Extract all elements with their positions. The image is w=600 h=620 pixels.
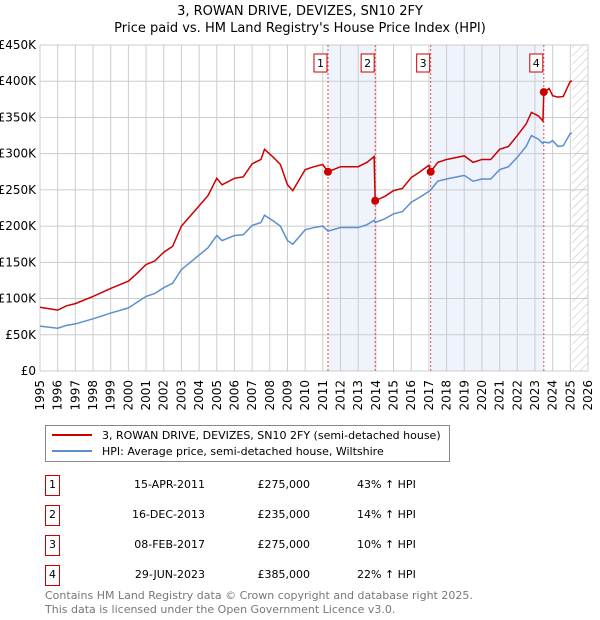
sale-label: 4 <box>533 57 540 70</box>
x-tick-label: 2004 <box>192 380 206 411</box>
sale-marker-badge: 2 <box>45 505 60 526</box>
chart-subtitle: Price paid vs. HM Land Registry's House … <box>114 21 486 36</box>
y-tick-label: £150K <box>0 255 37 269</box>
legend-label: 3, ROWAN DRIVE, DEVIZES, SN10 2FY (semi-… <box>102 428 441 442</box>
x-tick-label: 2009 <box>280 380 294 411</box>
footer-licence: This data is licensed under the Open Gov… <box>45 603 396 616</box>
legend: 3, ROWAN DRIVE, DEVIZES, SN10 2FY (semi-… <box>45 425 450 462</box>
x-tick-label: 2015 <box>387 380 401 411</box>
hpi-line <box>39 132 573 330</box>
x-tick-label: 2002 <box>157 380 171 411</box>
sale-marker-badge: 3 <box>45 535 60 556</box>
x-tick-label: 2022 <box>510 380 524 411</box>
x-tick-label: 2026 <box>581 380 595 411</box>
y-tick-label: £0 <box>21 364 36 378</box>
sale-marker-badge: 4 <box>45 565 60 586</box>
x-tick-label: 2010 <box>298 380 312 411</box>
x-tick-label: 2003 <box>174 380 188 411</box>
sale-label-box <box>529 53 544 73</box>
x-tick-label: 2017 <box>422 380 436 411</box>
x-tick-label: 1996 <box>51 380 65 411</box>
sale-price: £275,000 <box>257 538 311 551</box>
y-tick-label: £350K <box>0 110 37 124</box>
x-tick-label: 2024 <box>546 380 560 411</box>
sale-point <box>539 88 548 97</box>
sale-marker-badge: 1 <box>45 475 60 496</box>
x-tick-label: 1998 <box>86 380 100 411</box>
sale-point <box>371 196 380 205</box>
hpi-diff: 14% ↑ HPI <box>357 508 416 521</box>
x-tick-label: 2014 <box>369 380 383 411</box>
x-tick-label: 2000 <box>121 380 135 411</box>
x-tick-label: 2018 <box>440 380 454 411</box>
property-price-line <box>39 80 573 311</box>
y-tick-label: £100K <box>0 292 37 306</box>
sale-label-box <box>416 53 431 73</box>
x-tick-label: 2007 <box>245 380 259 411</box>
x-tick-label: 2025 <box>563 380 577 411</box>
x-tick-label: 2011 <box>316 380 330 411</box>
sale-label-box <box>360 53 375 73</box>
x-tick-label: 1995 <box>33 380 47 411</box>
y-tick-label: £450K <box>0 38 37 52</box>
sale-price: £275,000 <box>257 478 311 491</box>
legend-swatch-red <box>52 434 92 436</box>
x-tick-label: 2001 <box>139 380 153 411</box>
sale-label: 3 <box>420 57 427 70</box>
shaded-band <box>430 45 544 371</box>
footer-copyright: Contains HM Land Registry data © Crown c… <box>45 589 473 602</box>
sale-label: 2 <box>364 57 371 70</box>
x-tick-label: 2006 <box>227 380 241 411</box>
x-tick-label: 2019 <box>457 380 471 411</box>
sale-point <box>426 167 435 176</box>
x-tick-label: 2021 <box>493 380 507 411</box>
y-tick-label: £300K <box>0 147 37 161</box>
sale-date: 16-DEC-2013 <box>131 508 205 521</box>
y-tick-label: £400K <box>0 74 37 88</box>
x-tick-label: 2023 <box>528 380 542 411</box>
chart-title: 3, ROWAN DRIVE, DEVIZES, SN10 2FY <box>177 4 423 19</box>
sale-date: 15-APR-2011 <box>133 478 205 491</box>
x-tick-label: 2020 <box>475 380 489 411</box>
sale-price: £235,000 <box>257 508 311 521</box>
legend-item-hpi: HPI: Average price, semi-detached house,… <box>52 443 441 459</box>
legend-label: HPI: Average price, semi-detached house,… <box>102 444 384 458</box>
legend-swatch-blue <box>52 450 92 452</box>
y-tick-label: £200K <box>0 219 37 233</box>
price-chart: 1995 1996 1997 1998 1999 2000 2001 2002 2003 2004… <box>0 38 595 411</box>
sale-label: 1 <box>317 57 324 70</box>
x-tick-label: 1999 <box>104 380 118 411</box>
sale-date: 29-JUN-2023 <box>134 568 205 581</box>
sale-price: £385,000 <box>257 568 311 581</box>
x-tick-label: 2012 <box>334 380 348 411</box>
sale-date: 08-FEB-2017 <box>134 538 205 551</box>
y-tick-label: £50K <box>5 328 37 342</box>
x-tick-label: 2008 <box>263 380 277 411</box>
hpi-diff: 43% ↑ HPI <box>357 478 416 491</box>
y-tick-label: £250K <box>0 183 37 197</box>
hpi-diff: 10% ↑ HPI <box>357 538 416 551</box>
x-tick-label: 2013 <box>351 380 365 411</box>
forecast-hatch <box>572 45 588 371</box>
x-tick-label: 2016 <box>404 380 418 411</box>
legend-item-property: 3, ROWAN DRIVE, DEVIZES, SN10 2FY (semi-… <box>52 427 441 443</box>
hpi-diff: 22% ↑ HPI <box>357 568 416 581</box>
sale-point <box>323 167 332 176</box>
x-tick-label: 1997 <box>68 380 82 411</box>
sale-label-box <box>313 53 328 73</box>
shaded-band <box>327 45 376 371</box>
x-tick-label: 2005 <box>210 380 224 411</box>
